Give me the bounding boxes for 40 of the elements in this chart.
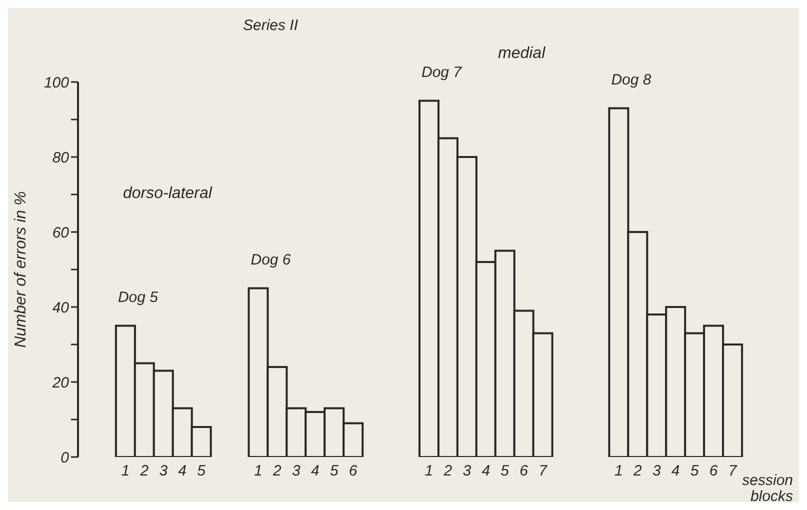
- text: medial: [498, 45, 546, 62]
- x-tick-label: 3: [292, 462, 301, 480]
- y-tick-label: 60: [52, 224, 70, 242]
- x-tick-label: 1: [121, 462, 130, 480]
- x-tick-label: 5: [197, 462, 206, 480]
- x-tick-label: 4: [482, 462, 490, 480]
- x-tick-label: 1: [614, 462, 623, 480]
- x-tick-label: 7: [728, 462, 738, 480]
- x-tick-label: 2: [442, 462, 453, 480]
- x-tick-label: 3: [462, 462, 472, 480]
- x-tick-label: 3: [159, 462, 168, 480]
- x-tick-label: 2: [139, 462, 150, 480]
- x-tick-label: 6: [348, 462, 358, 480]
- y-tick-label: 0: [60, 449, 70, 466]
- annotation: dorso-lateral: [123, 185, 212, 202]
- y-tick-label: 100: [44, 74, 70, 92]
- x-tick-label: 4: [178, 462, 187, 480]
- x-tick-label: 1: [424, 462, 434, 480]
- y-tick-label: 80: [52, 149, 70, 166]
- x-tick-label: 4: [671, 462, 680, 480]
- x-tick-label: 4: [310, 462, 320, 480]
- x-tick-label: 6: [709, 462, 718, 480]
- series-label: Dog 8: [611, 71, 652, 88]
- series-label: Dog 7: [421, 64, 462, 81]
- x-tick-label: 3: [652, 462, 662, 480]
- x-tick-label: 5: [500, 462, 510, 480]
- x-tick-label: 2: [272, 462, 282, 480]
- y-axis-title: Number of errors in %: [12, 191, 30, 348]
- y-tick-label: 20: [51, 374, 70, 392]
- series-label: Dog 6: [250, 251, 292, 268]
- x-tick-label: 6: [520, 462, 529, 480]
- x-axis-title: session blocks: [742, 472, 794, 505]
- x-tick-label: 5: [690, 462, 700, 480]
- x-tick-label: 7: [538, 462, 548, 480]
- x-tick-label: 1: [254, 462, 262, 480]
- series-label: Dog 5: [118, 288, 159, 306]
- x-tick-label: 2: [632, 462, 642, 480]
- x-tick-label: 5: [330, 462, 339, 480]
- chart-title: Series II: [243, 17, 298, 34]
- y-tick-label: 40: [52, 299, 70, 316]
